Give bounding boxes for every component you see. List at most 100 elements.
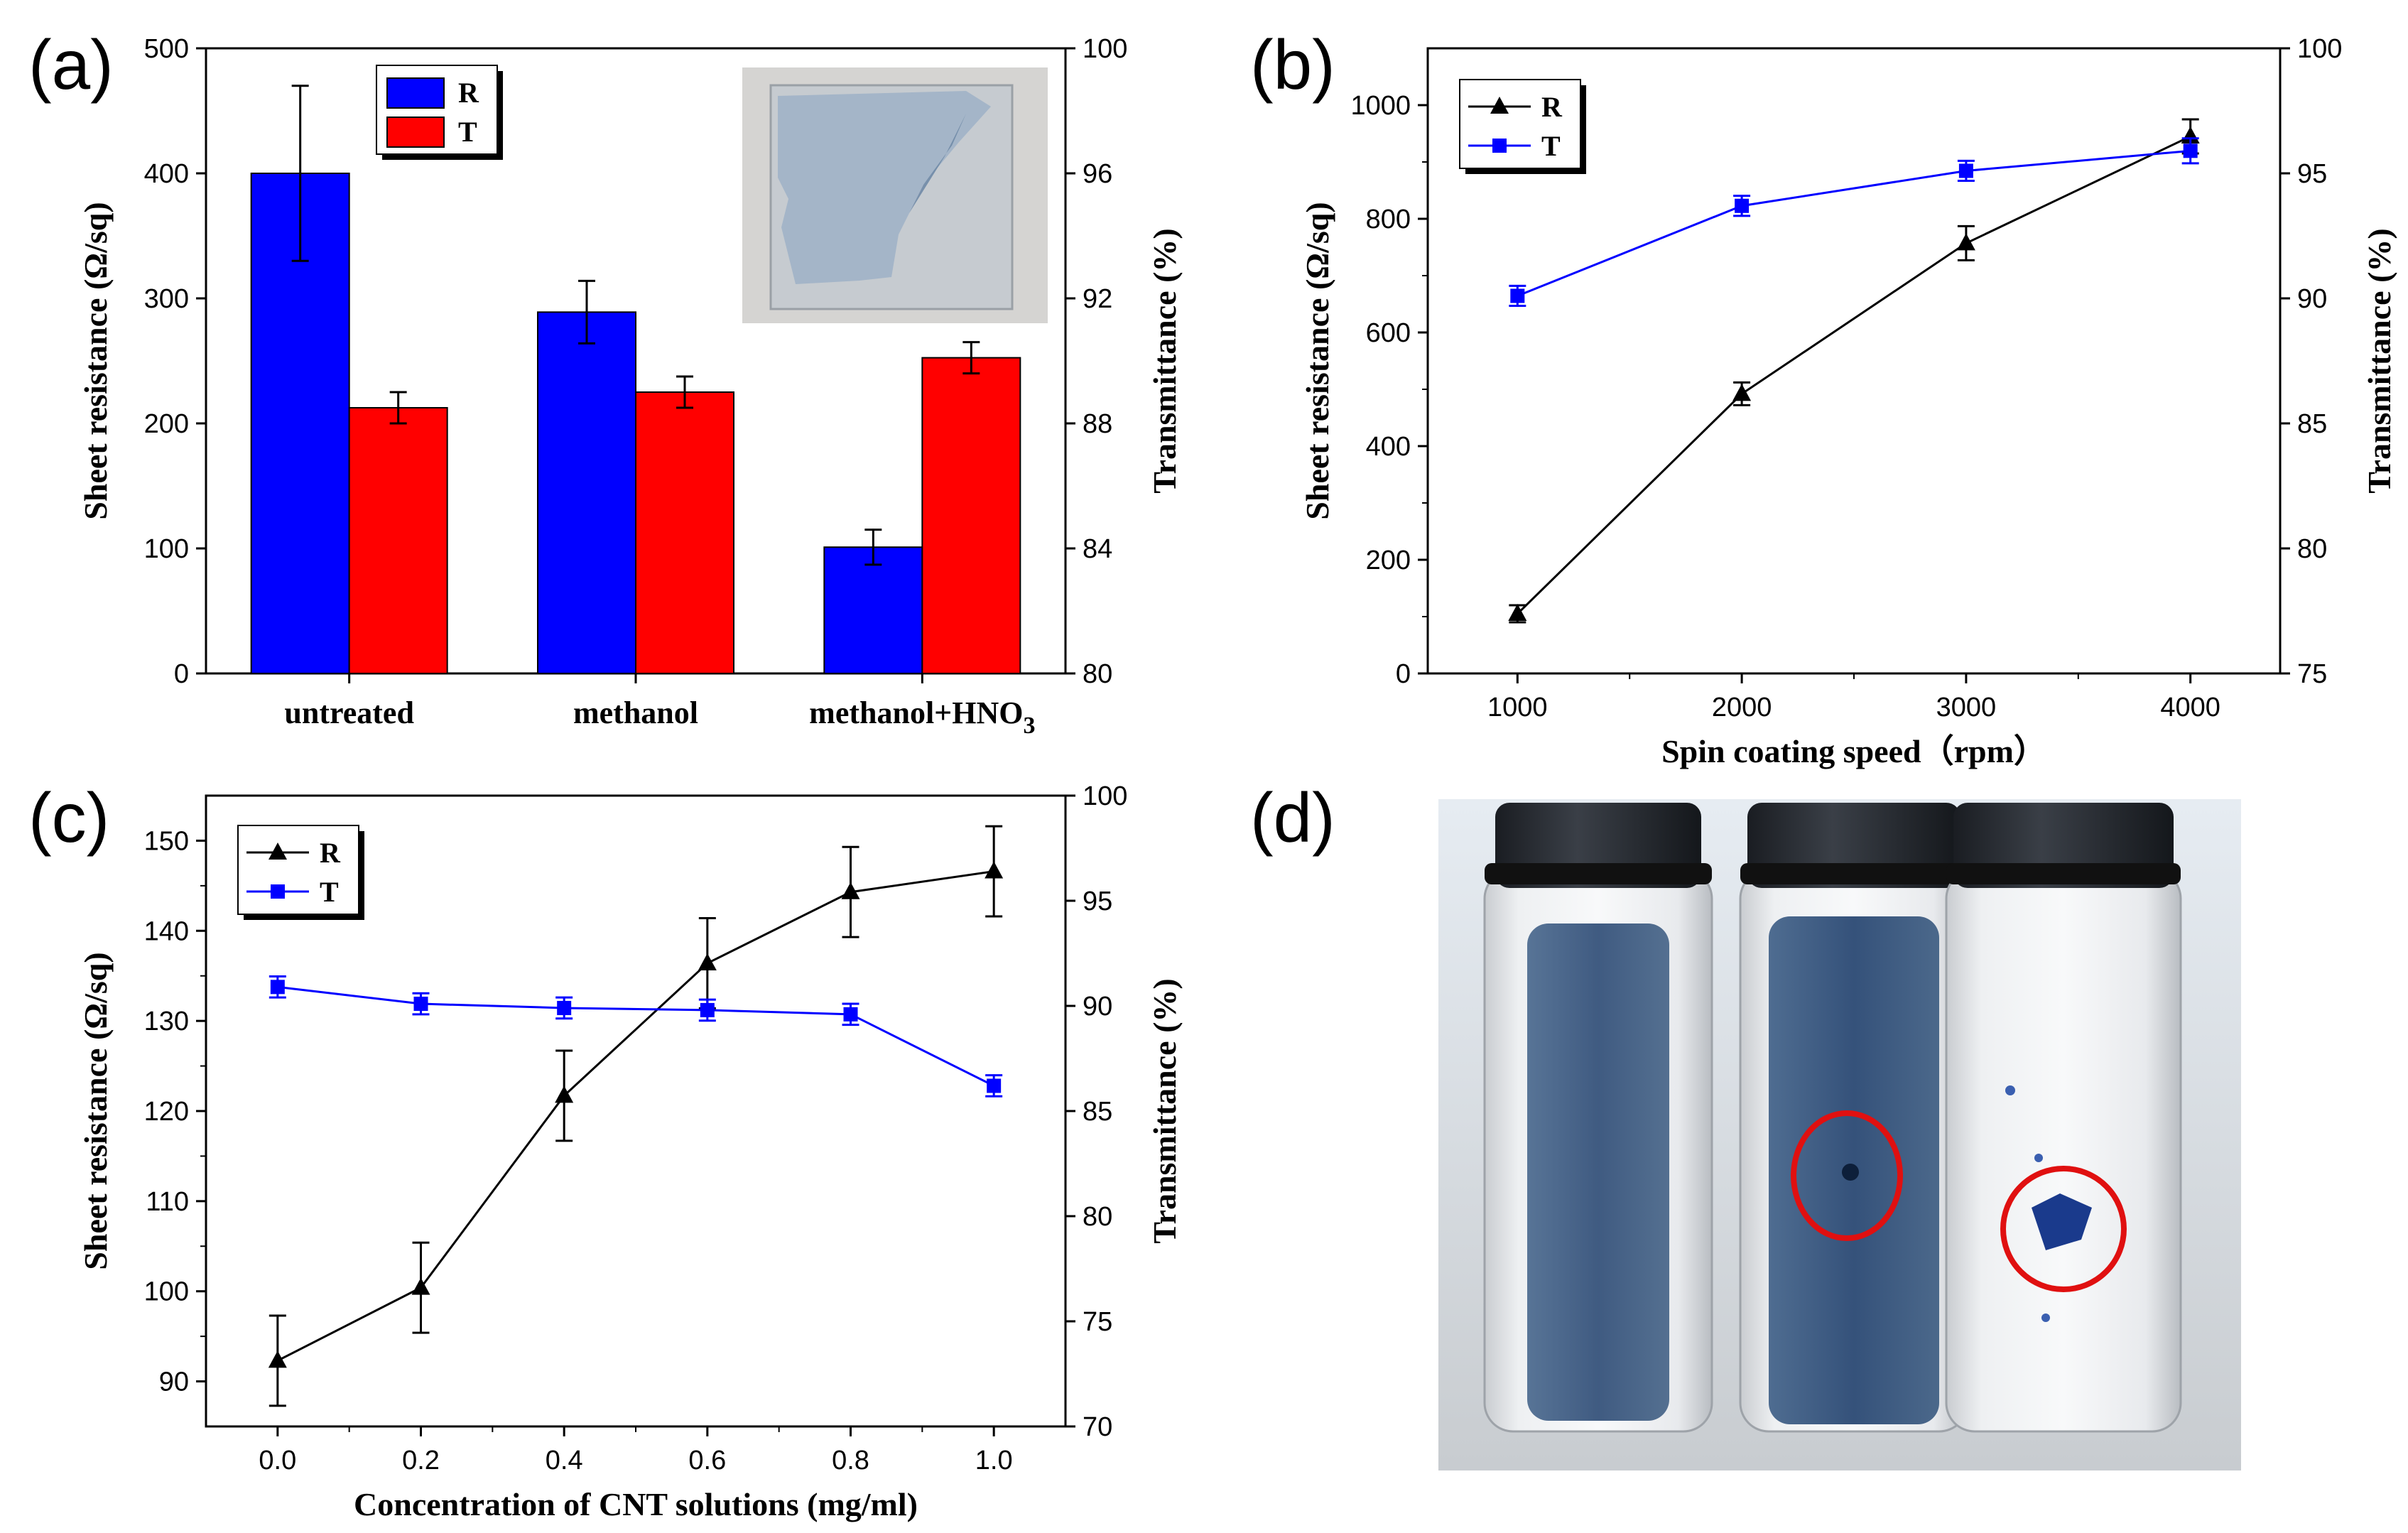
vial-2-cap-rim <box>1740 863 1968 884</box>
legend-label-r: R <box>320 837 341 869</box>
bar-t-0 <box>348 407 448 674</box>
x-tick-label: 0.2 <box>402 1446 440 1475</box>
x-tick-label: 3000 <box>1936 693 1997 722</box>
y-tick-label: 1000 <box>1350 91 1411 121</box>
legend-swatch-t <box>386 117 445 148</box>
y2-tick-label: 80 <box>1083 659 1112 689</box>
data-point-t <box>270 980 285 995</box>
legend-marker-r <box>1490 97 1509 114</box>
y2-tick-label: 88 <box>1083 409 1112 439</box>
series-line-r <box>277 870 994 1362</box>
data-point-t <box>987 1078 1002 1093</box>
vial-1-cap-rim <box>1485 863 1712 884</box>
vial-2-aggregate <box>1842 1164 1859 1181</box>
vial-3-glass <box>1945 869 2182 1433</box>
inset-film-photo <box>742 67 1048 323</box>
chart-a: 0 100 200 300 400 500 80 84 88 92 96 100 Sheet resis… <box>77 34 1183 739</box>
y2-tick-label: 75 <box>2297 659 2327 689</box>
y-axis-title: Sheet resistance (Ω/sq) <box>77 952 114 1269</box>
data-point-r <box>1732 384 1752 401</box>
x-tick-label: 1000 <box>1487 693 1548 722</box>
x-tick-label: 0.8 <box>832 1446 869 1475</box>
y2-tick-label: 100 <box>2297 34 2342 64</box>
x-tick-label: 4000 <box>2160 693 2220 722</box>
y-tick-label: 200 <box>144 409 189 439</box>
y-tick-label: 300 <box>144 284 189 314</box>
x-tick-label: 0.6 <box>688 1446 726 1475</box>
y-tick-label: 800 <box>1366 205 1411 234</box>
panel-label-d: (d) <box>1250 779 1335 857</box>
bar-r-1 <box>537 311 636 674</box>
bar-t-1 <box>635 391 734 674</box>
y2-tick-label: 92 <box>1083 284 1112 314</box>
y2-tick-label: 85 <box>1083 1097 1112 1127</box>
data-point-r <box>841 882 860 899</box>
y2-axis-title: Transmittance (%) <box>1146 978 1183 1243</box>
vial-3-cap-rim <box>1946 863 2181 884</box>
legend-marker-t <box>271 884 285 899</box>
legend-label-t: T <box>320 876 339 908</box>
series-line-t <box>1517 149 2191 297</box>
y2-tick-label: 80 <box>2297 534 2327 564</box>
y-tick-label: 150 <box>144 826 189 856</box>
y-tick-label: 600 <box>1366 318 1411 348</box>
vial-3-film-flake <box>2032 1193 2092 1250</box>
y2-tick-label: 95 <box>1083 887 1112 916</box>
x-category-label: untreated <box>284 695 414 730</box>
vial-3 <box>1945 803 2182 1433</box>
y2-tick-label: 95 <box>2297 159 2327 189</box>
data-point-t <box>1735 198 1750 213</box>
x-tick-label: 2000 <box>1712 693 1772 722</box>
legend-label-r: R <box>1541 91 1563 123</box>
y-tick-label: 0 <box>174 659 189 689</box>
y-tick-label: 400 <box>144 159 189 189</box>
y2-tick-label: 85 <box>2297 409 2327 439</box>
legend-box <box>237 825 359 915</box>
series-line-t <box>277 985 994 1087</box>
legend-marker-r <box>269 843 287 860</box>
data-point-r <box>555 1085 574 1103</box>
vial-3-fragment <box>2041 1313 2050 1322</box>
y2-tick-label: 100 <box>1083 781 1127 811</box>
data-point-t <box>2183 143 2198 158</box>
data-point-r <box>411 1277 430 1295</box>
x-axis-title: Spin coating speed（rpm） <box>1661 733 2046 769</box>
y-tick-label: 120 <box>144 1097 189 1127</box>
chart-b: 0 200 400 600 800 1000 75 80 85 90 95 100 Sheet resi… <box>1299 34 2397 769</box>
vial-3-fragment <box>2034 1154 2043 1162</box>
vial-3-highlight-circle <box>2000 1166 2127 1292</box>
y2-tick-label: 70 <box>1083 1412 1112 1442</box>
vial-1 <box>1483 803 1713 1433</box>
inset-cnt-film <box>778 91 991 284</box>
data-point-t <box>1510 288 1525 303</box>
y-tick-label: 140 <box>144 916 189 946</box>
inset-film-fold <box>909 114 966 213</box>
x-tick-label: 1.0 <box>975 1446 1013 1475</box>
panel-label-b: (b) <box>1250 26 1335 104</box>
y-tick-label: 100 <box>144 1277 189 1307</box>
legend-label-r: R <box>458 77 479 109</box>
data-point-t <box>1958 163 1973 178</box>
legend-label-t: T <box>1541 130 1561 162</box>
y-tick-label: 400 <box>1366 432 1411 462</box>
y2-tick-label: 96 <box>1083 159 1112 189</box>
data-point-t <box>413 997 428 1012</box>
y-tick-label: 200 <box>1366 546 1411 575</box>
panel-label-c: (c) <box>28 779 109 857</box>
y2-tick-label: 75 <box>1083 1307 1112 1337</box>
data-point-t <box>843 1007 858 1022</box>
vial-2 <box>1739 803 1969 1433</box>
y-tick-label: 100 <box>144 534 189 564</box>
vial-3-fragment <box>2005 1085 2015 1095</box>
y-tick-label: 90 <box>159 1367 189 1397</box>
y-tick-label: 0 <box>1396 659 1411 689</box>
data-point-t <box>700 1002 715 1017</box>
y-tick-label: 130 <box>144 1007 189 1036</box>
vial-photo <box>1438 799 2241 1470</box>
data-point-r <box>1508 604 1527 621</box>
x-tick-label: 0.4 <box>546 1446 583 1475</box>
panel-label-a: (a) <box>28 26 114 104</box>
data-point-r <box>985 861 1004 879</box>
y-tick-label: 500 <box>144 34 189 64</box>
